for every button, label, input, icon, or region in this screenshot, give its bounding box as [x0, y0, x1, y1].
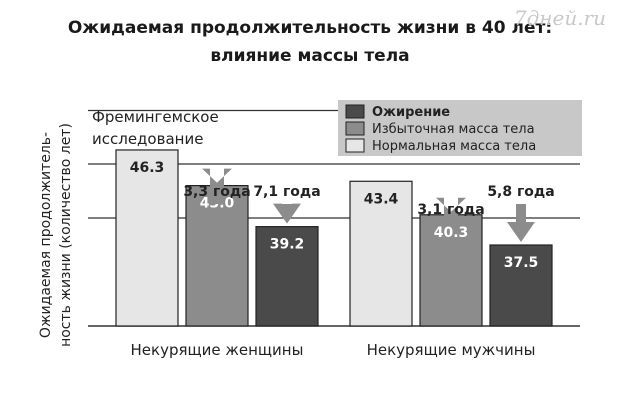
- bar: [419, 214, 483, 327]
- y-axis-label: Ожидаемая продолжитель-: [38, 132, 54, 338]
- annotation-label: 7,1 года: [253, 184, 320, 200]
- legend-label: Нормальная масса тела: [372, 139, 536, 154]
- category-label: Некурящие мужчины: [367, 341, 536, 359]
- legend-swatch: [345, 104, 365, 119]
- drop-arrow: [202, 168, 232, 204]
- study-note: исследование: [92, 130, 203, 148]
- drop-arrow: [273, 203, 301, 224]
- data-label: 43.4: [364, 191, 399, 207]
- bar: [349, 180, 413, 327]
- bar: [185, 185, 249, 327]
- y-axis-label: ность жизни (количество лет): [58, 123, 74, 347]
- drop-arrow: [507, 204, 535, 242]
- bar: [255, 226, 319, 327]
- annotation-label: 3,3 года: [183, 184, 250, 200]
- chart-title: Ожидаемая продолжительность жизни в 40 л…: [67, 18, 553, 38]
- legend-label: Избыточная масса тела: [372, 122, 535, 137]
- data-label: 40.3: [434, 225, 469, 241]
- data-label: 37.5: [504, 255, 539, 271]
- legend-swatch: [345, 138, 365, 153]
- legend-label: Ожирение: [372, 105, 450, 120]
- legend-box: [338, 100, 582, 156]
- annotation-label: 3,1 года: [417, 202, 484, 218]
- category-label: Некурящие женщины: [131, 341, 304, 359]
- chart-subtitle: влияние массы тела: [210, 46, 410, 66]
- data-label: 46.3: [130, 160, 165, 176]
- bar: [489, 244, 553, 327]
- bar: [115, 149, 179, 327]
- watermark-text: 7дней.ru: [513, 6, 606, 30]
- drop-arrow: [436, 197, 466, 222]
- legend-swatch: [345, 121, 365, 136]
- annotation-label: 5,8 года: [487, 184, 554, 200]
- data-label: 39.2: [270, 237, 305, 253]
- study-note: Фремингемское: [92, 108, 219, 126]
